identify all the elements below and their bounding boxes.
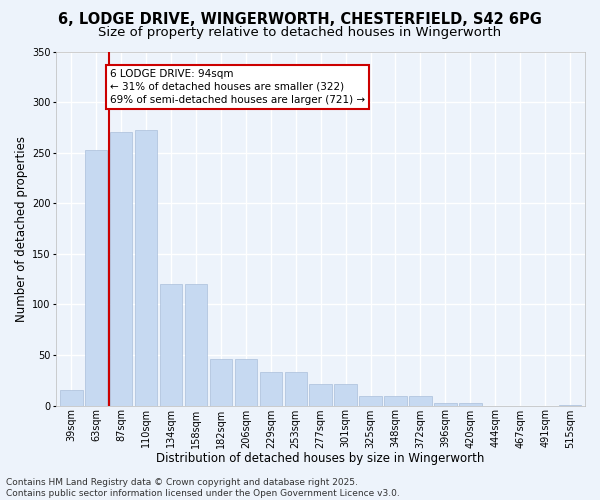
Y-axis label: Number of detached properties: Number of detached properties — [15, 136, 28, 322]
Text: Size of property relative to detached houses in Wingerworth: Size of property relative to detached ho… — [98, 26, 502, 39]
Bar — [334, 384, 357, 406]
Bar — [409, 396, 431, 406]
Text: 6 LODGE DRIVE: 94sqm
← 31% of detached houses are smaller (322)
69% of semi-deta: 6 LODGE DRIVE: 94sqm ← 31% of detached h… — [110, 68, 365, 105]
Text: Contains HM Land Registry data © Crown copyright and database right 2025.
Contai: Contains HM Land Registry data © Crown c… — [6, 478, 400, 498]
Bar — [260, 372, 282, 406]
Bar — [185, 284, 207, 406]
Bar — [384, 396, 407, 406]
Bar — [60, 390, 83, 406]
X-axis label: Distribution of detached houses by size in Wingerworth: Distribution of detached houses by size … — [157, 452, 485, 465]
Bar — [459, 402, 482, 406]
Bar — [284, 372, 307, 406]
Bar — [135, 130, 157, 406]
Bar — [434, 402, 457, 406]
Bar — [110, 132, 133, 406]
Bar — [85, 150, 107, 406]
Bar — [160, 284, 182, 406]
Bar — [559, 404, 581, 406]
Bar — [310, 384, 332, 406]
Bar — [210, 359, 232, 406]
Text: 6, LODGE DRIVE, WINGERWORTH, CHESTERFIELD, S42 6PG: 6, LODGE DRIVE, WINGERWORTH, CHESTERFIEL… — [58, 12, 542, 27]
Bar — [359, 396, 382, 406]
Bar — [235, 359, 257, 406]
